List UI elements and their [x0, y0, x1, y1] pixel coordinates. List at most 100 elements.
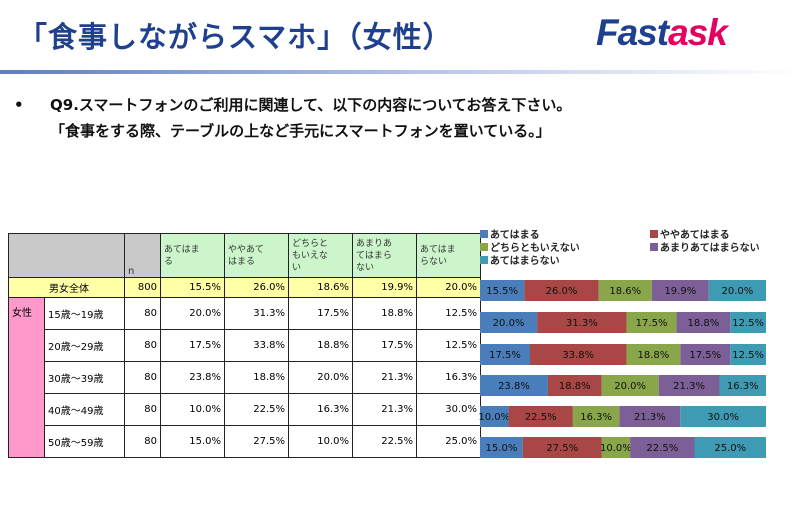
- percent-cell: 31.3%: [224, 297, 289, 330]
- legend-item: あてはまらない: [480, 252, 560, 267]
- legend-swatch: [480, 229, 488, 238]
- bar-value-label: 16.3%: [580, 412, 612, 423]
- bar-value-label: 20.0%: [493, 318, 525, 329]
- n-value: 800: [124, 277, 161, 298]
- legend-swatch: [480, 242, 488, 251]
- row-label: 40歳～49歳: [44, 393, 125, 426]
- n-value: 80: [124, 297, 161, 330]
- percent-cell: 27.5%: [224, 425, 289, 458]
- percent-cell: 20.0%: [416, 277, 481, 298]
- header-option: ややあて はまる: [224, 233, 289, 278]
- bar-segment: [601, 437, 631, 458]
- bar-value-label: 15.0%: [486, 443, 518, 454]
- bar-segment: [480, 406, 509, 427]
- bar-value-label: 18.8%: [638, 350, 670, 361]
- n-value: 80: [124, 425, 161, 458]
- bar-value-label: 23.8%: [498, 381, 530, 392]
- data-table: n あてはまるややあて はまる どちらと もいえないあまりあ てはまら ない あてはま らない男…: [8, 233, 481, 458]
- fastask-logo: Fastask: [596, 12, 728, 53]
- percent-cell: 22.5%: [352, 425, 417, 458]
- bar-value-label: 33.8%: [562, 350, 594, 361]
- bar-segment: [694, 437, 766, 458]
- legend-label: あてはまる: [490, 230, 540, 241]
- percent-cell: 21.3%: [352, 361, 417, 394]
- percent-cell: 25.0%: [416, 425, 481, 458]
- legend-swatch: [480, 255, 488, 264]
- percent-cell: 22.5%: [224, 393, 289, 426]
- bar-segment: [547, 375, 602, 396]
- bar-value-label: 20.0%: [614, 381, 646, 392]
- bar-value-label: 18.8%: [559, 381, 591, 392]
- percent-cell: 10.0%: [288, 425, 353, 458]
- table-row: 50歳～59歳 80 15.0% 27.5% 10.0% 22.5% 25.0%: [9, 425, 481, 458]
- percent-cell: 17.5%: [288, 297, 353, 330]
- percent-cell: 33.8%: [224, 329, 289, 362]
- legend-label: あまりあてはまらない: [660, 243, 760, 254]
- bar-segment: [708, 280, 766, 301]
- bar-segment: [522, 437, 602, 458]
- bar-value-label: 27.5%: [546, 443, 578, 454]
- header-option: あてはま らない: [416, 233, 481, 278]
- title-divider: [0, 70, 800, 74]
- bar-segment: [480, 437, 523, 458]
- bar-value-label: 18.6%: [609, 286, 641, 297]
- bar-value-label: 30.0%: [707, 412, 739, 423]
- bar-segment: [524, 280, 599, 301]
- row-label: 20歳～29歳: [44, 329, 125, 362]
- percent-cell: 12.5%: [416, 297, 481, 330]
- bar-segment: [508, 406, 573, 427]
- bar-value-label: 19.9%: [664, 286, 696, 297]
- bar-value-label: 15.5%: [486, 286, 518, 297]
- legend-item: ややあてはまる: [650, 226, 730, 241]
- bar-value-label: 12.5%: [732, 318, 764, 329]
- percent-cell: 18.6%: [288, 277, 353, 298]
- question-line-1: Q9.スマートフォンのご利用に関連して、以下の内容についてお答え下さい。: [50, 96, 572, 114]
- table-row: 女性 15歳～19歳 80 20.0% 31.3% 17.5% 18.8% 12.5%: [8, 297, 481, 458]
- percent-cell: 19.9%: [352, 277, 417, 298]
- bar-segment: [601, 375, 659, 396]
- header-option: あまりあ てはまら ない: [352, 233, 417, 278]
- bar-segment: [730, 344, 766, 365]
- percent-cell: 30.0%: [416, 393, 481, 426]
- bar-segment: [658, 375, 720, 396]
- bar-segment: [626, 344, 681, 365]
- table-row: 男女全体 800 15.5% 26.0% 18.6% 19.9% 20.0%: [8, 277, 481, 298]
- bar-value-label: 25.0%: [714, 443, 746, 454]
- legend-label: あてはまらない: [490, 256, 560, 267]
- legend-swatch: [650, 242, 658, 251]
- bar-segment: [630, 437, 695, 458]
- bar-segment: [480, 344, 530, 365]
- bar-value-label: 31.3%: [566, 318, 598, 329]
- percent-cell: 20.0%: [160, 297, 225, 330]
- bar-segment: [480, 375, 548, 396]
- bullet: •: [14, 96, 24, 114]
- bar-value-label: 21.3%: [673, 381, 705, 392]
- percent-cell: 15.5%: [160, 277, 225, 298]
- row-label: 男女全体: [8, 277, 125, 298]
- row-label: 50歳～59歳: [44, 425, 125, 458]
- percent-cell: 21.3%: [352, 393, 417, 426]
- legend-swatch: [650, 229, 658, 238]
- bar-segment: [480, 280, 525, 301]
- legend-item: あてはまる: [480, 226, 540, 241]
- percent-cell: 16.3%: [288, 393, 353, 426]
- bar-value-label: 10.0%: [478, 412, 510, 423]
- percent-cell: 15.0%: [160, 425, 225, 458]
- bar-value-label: 20.0%: [722, 286, 754, 297]
- bar-segment: [676, 312, 731, 333]
- percent-cell: 26.0%: [224, 277, 289, 298]
- bar-value-label: 17.5%: [636, 318, 668, 329]
- bar-segment: [530, 344, 627, 365]
- bar-segment: [680, 344, 731, 365]
- header-blank-cell: [8, 233, 125, 278]
- bar-segment: [619, 406, 681, 427]
- group-label: 女性: [8, 297, 45, 458]
- bar-segment: [651, 280, 709, 301]
- bar-segment: [598, 280, 652, 301]
- bar-value-label: 12.5%: [732, 350, 764, 361]
- legend-label: どちらともいえない: [490, 243, 580, 254]
- bar-value-label: 22.5%: [646, 443, 678, 454]
- bar-segment: [730, 312, 766, 333]
- header-option: どちらと もいえない: [288, 233, 353, 278]
